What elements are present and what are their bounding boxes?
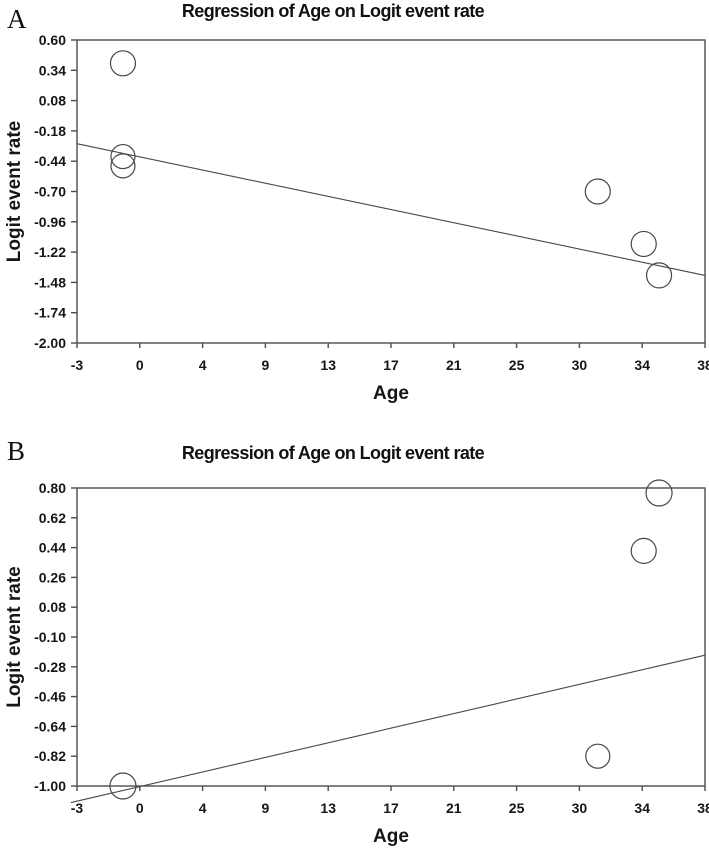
x-tick-label: 34 — [634, 357, 650, 373]
y-tick-label: -0.64 — [34, 718, 66, 734]
x-axis-title: Age — [373, 826, 409, 847]
x-tick-label: 38 — [697, 800, 709, 816]
data-point-circle — [630, 537, 657, 565]
y-tick-label: 0.08 — [39, 93, 66, 109]
x-tick-label: 0 — [136, 800, 144, 816]
y-tick-label: 0.44 — [39, 540, 66, 556]
y-tick-label: 0.08 — [39, 599, 66, 615]
y-tick-label: -0.44 — [34, 153, 66, 169]
y-tick-label: -1.48 — [34, 274, 66, 290]
x-tick-label: 21 — [446, 800, 462, 816]
data-point-circle — [110, 143, 136, 170]
x-tick-label: 34 — [634, 800, 650, 816]
x-tick-label: 0 — [136, 357, 144, 373]
x-tick-label: -3 — [71, 800, 84, 816]
y-tick-label: 0.26 — [39, 569, 66, 585]
panel-b-letter: B — [7, 436, 26, 466]
x-tick-label: 17 — [383, 357, 399, 373]
x-tick-label: 4 — [199, 357, 207, 373]
regression-line — [70, 654, 706, 804]
x-tick-label: -3 — [71, 357, 84, 373]
x-axis-title: Age — [373, 383, 409, 404]
y-tick-label: -1.00 — [34, 778, 66, 794]
y-axis-title: Logit event rate — [4, 566, 25, 707]
y-tick-label: -1.74 — [34, 305, 66, 321]
data-point-circle — [645, 262, 673, 289]
y-tick-label: -1.22 — [34, 244, 66, 260]
x-tick-label: 4 — [199, 800, 207, 816]
panel-a: A Regression of Age on Logit event rate … — [4, 1, 709, 404]
plot-border — [76, 487, 706, 787]
data-point-circle — [110, 153, 136, 179]
x-tick-label: 25 — [509, 800, 525, 816]
y-tick-label: -0.70 — [34, 184, 66, 200]
y-tick-label: -0.82 — [34, 748, 66, 764]
y-tick-label: -2.00 — [34, 335, 66, 351]
x-tick-label: 17 — [383, 800, 399, 816]
y-tick-label: 0.62 — [39, 510, 66, 526]
x-tick-label: 13 — [320, 800, 336, 816]
x-tick-label: 9 — [262, 800, 270, 816]
panel-b-plot-canvas: -3 0 4 9 13 17 21 25 30 34 38 0.80 0.62 0.44 0.26 0.08 -… — [4, 479, 709, 847]
y-tick-label: -0.46 — [34, 689, 66, 705]
y-tick-label: -0.28 — [34, 659, 66, 675]
x-tick-label: 13 — [320, 357, 336, 373]
panel-a-title: Regression of Age on Logit event rate — [181, 1, 485, 21]
y-tick-label: -0.10 — [34, 629, 66, 645]
y-tick-label: 0.34 — [39, 62, 66, 78]
data-point-circle — [630, 230, 657, 258]
x-tick-label: 9 — [262, 357, 270, 373]
x-tick-label: 30 — [572, 357, 588, 373]
x-tick-label: 25 — [509, 357, 525, 373]
y-tick-label: 0.60 — [39, 32, 66, 48]
data-point-circle — [585, 743, 611, 769]
x-tick-label: 21 — [446, 357, 462, 373]
data-point-circle — [645, 479, 673, 507]
y-tick-label: -0.18 — [34, 123, 66, 139]
panel-b: B Regression of Age on Logit event rate … — [0, 426, 709, 852]
y-tick-label: -0.96 — [34, 214, 66, 230]
panel-a-plot-canvas: -3 0 4 9 13 17 21 25 30 34 38 0.60 0.34 0.08 -0.18 -0.4… — [4, 32, 709, 404]
data-point-circle — [584, 178, 611, 205]
x-tick-label: 38 — [697, 357, 709, 373]
x-tick-label: 30 — [572, 800, 588, 816]
panel-a-letter: A — [7, 4, 27, 34]
panel-b-title: Regression of Age on Logit event rate — [181, 443, 485, 463]
regression-line — [76, 143, 706, 276]
y-tick-label: 0.80 — [39, 480, 66, 496]
data-point-circle — [109, 50, 137, 77]
y-axis-title: Logit event rate — [4, 121, 25, 262]
